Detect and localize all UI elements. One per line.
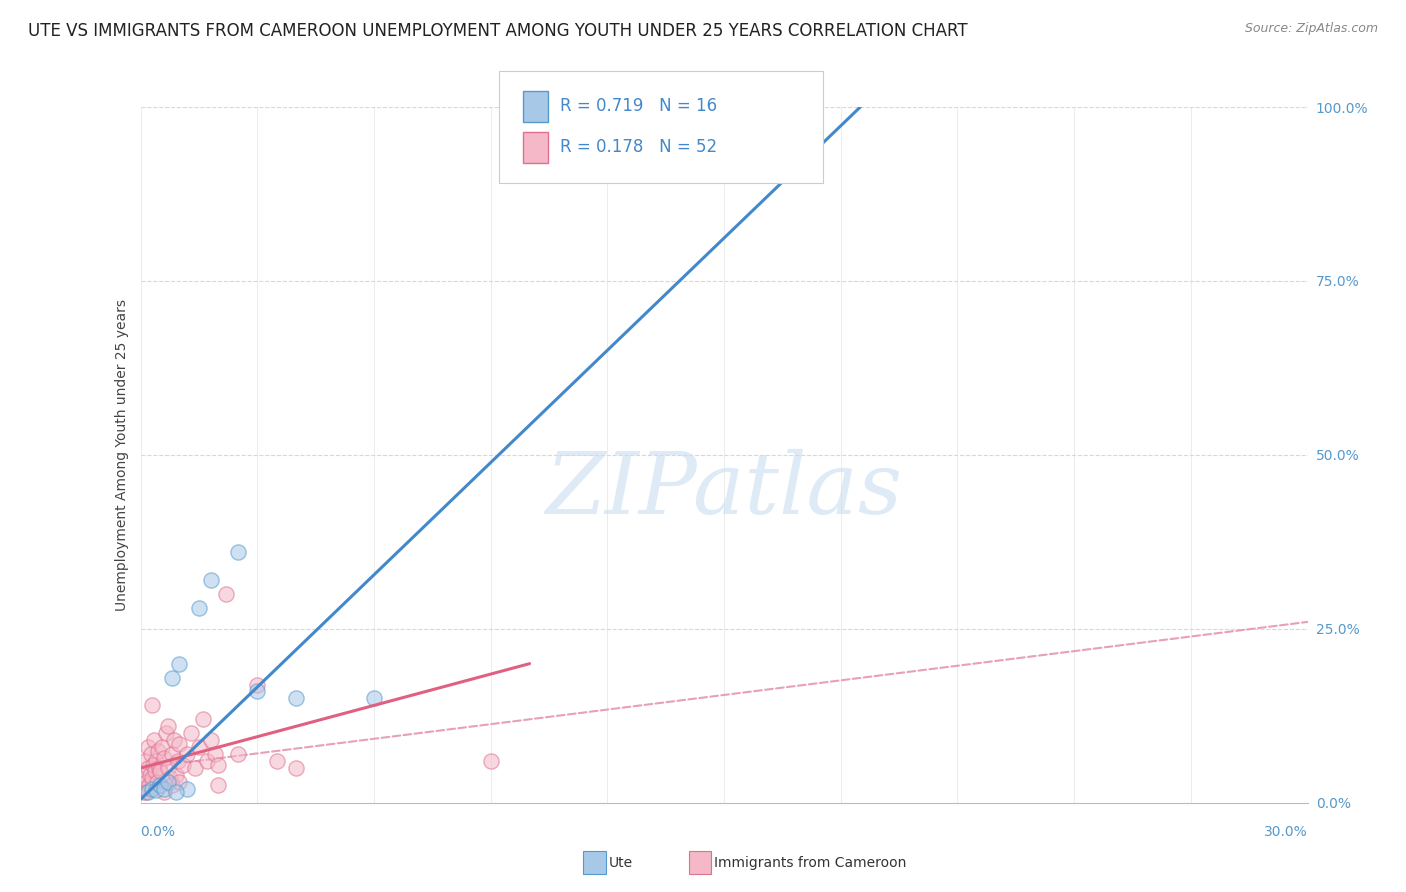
- Text: Source: ZipAtlas.com: Source: ZipAtlas.com: [1244, 22, 1378, 36]
- Point: [139, 768, 162, 782]
- Point: [184, 761, 207, 775]
- Point: [141, 781, 163, 796]
- Point: [204, 747, 226, 761]
- Point: [149, 764, 172, 779]
- Point: [363, 691, 385, 706]
- Point: [169, 775, 191, 789]
- Point: [176, 747, 198, 761]
- Point: [160, 778, 183, 792]
- Point: [166, 754, 188, 768]
- Point: [160, 671, 183, 685]
- Point: [153, 750, 176, 764]
- Point: [143, 733, 166, 747]
- Point: [153, 785, 176, 799]
- Text: ZIPatlas: ZIPatlas: [546, 449, 903, 531]
- Point: [187, 601, 211, 615]
- Point: [246, 677, 269, 691]
- Point: [266, 754, 288, 768]
- Point: [138, 778, 160, 792]
- Point: [159, 772, 181, 786]
- Point: [226, 545, 249, 559]
- Y-axis label: Unemployment Among Youth under 25 years: Unemployment Among Youth under 25 years: [115, 299, 129, 611]
- Point: [132, 768, 155, 782]
- Point: [285, 691, 308, 706]
- Point: [134, 754, 156, 768]
- Point: [150, 740, 173, 755]
- Point: [200, 573, 222, 587]
- Point: [135, 785, 157, 799]
- Point: [149, 778, 172, 792]
- Point: [207, 757, 229, 772]
- Text: Ute: Ute: [609, 855, 633, 870]
- Point: [191, 712, 214, 726]
- Point: [479, 754, 502, 768]
- Point: [172, 757, 194, 772]
- Point: [155, 726, 177, 740]
- Point: [180, 726, 202, 740]
- Point: [138, 785, 160, 799]
- Point: [141, 772, 163, 786]
- Point: [200, 733, 222, 747]
- Point: [285, 761, 308, 775]
- Point: [169, 657, 191, 671]
- Point: [156, 719, 179, 733]
- Point: [138, 740, 160, 755]
- Point: [145, 754, 167, 768]
- Point: [215, 587, 238, 601]
- Point: [176, 781, 198, 796]
- Point: [146, 775, 169, 789]
- Point: [165, 785, 187, 799]
- Point: [156, 775, 179, 789]
- Point: [146, 744, 169, 758]
- Point: [134, 785, 156, 799]
- Point: [160, 747, 183, 761]
- Point: [207, 778, 229, 792]
- Point: [141, 698, 163, 713]
- Point: [153, 781, 176, 796]
- Point: [131, 781, 153, 796]
- Point: [169, 737, 191, 751]
- Text: 0.0%: 0.0%: [141, 825, 176, 839]
- Text: UTE VS IMMIGRANTS FROM CAMEROON UNEMPLOYMENT AMONG YOUTH UNDER 25 YEARS CORRELAT: UTE VS IMMIGRANTS FROM CAMEROON UNEMPLOY…: [28, 22, 967, 40]
- Text: R = 0.719   N = 16: R = 0.719 N = 16: [560, 97, 717, 115]
- Text: 30.0%: 30.0%: [1264, 825, 1308, 839]
- Point: [246, 684, 269, 698]
- Point: [226, 747, 249, 761]
- Point: [135, 775, 157, 789]
- Text: Immigrants from Cameroon: Immigrants from Cameroon: [714, 855, 907, 870]
- Point: [145, 783, 167, 797]
- Point: [145, 764, 167, 779]
- Point: [163, 733, 186, 747]
- Point: [142, 757, 165, 772]
- Point: [156, 761, 179, 775]
- Point: [187, 740, 211, 755]
- Point: [136, 761, 159, 775]
- Text: R = 0.178   N = 52: R = 0.178 N = 52: [560, 138, 717, 156]
- Point: [195, 754, 218, 768]
- Point: [165, 768, 187, 782]
- Point: [141, 747, 163, 761]
- Point: [148, 761, 170, 775]
